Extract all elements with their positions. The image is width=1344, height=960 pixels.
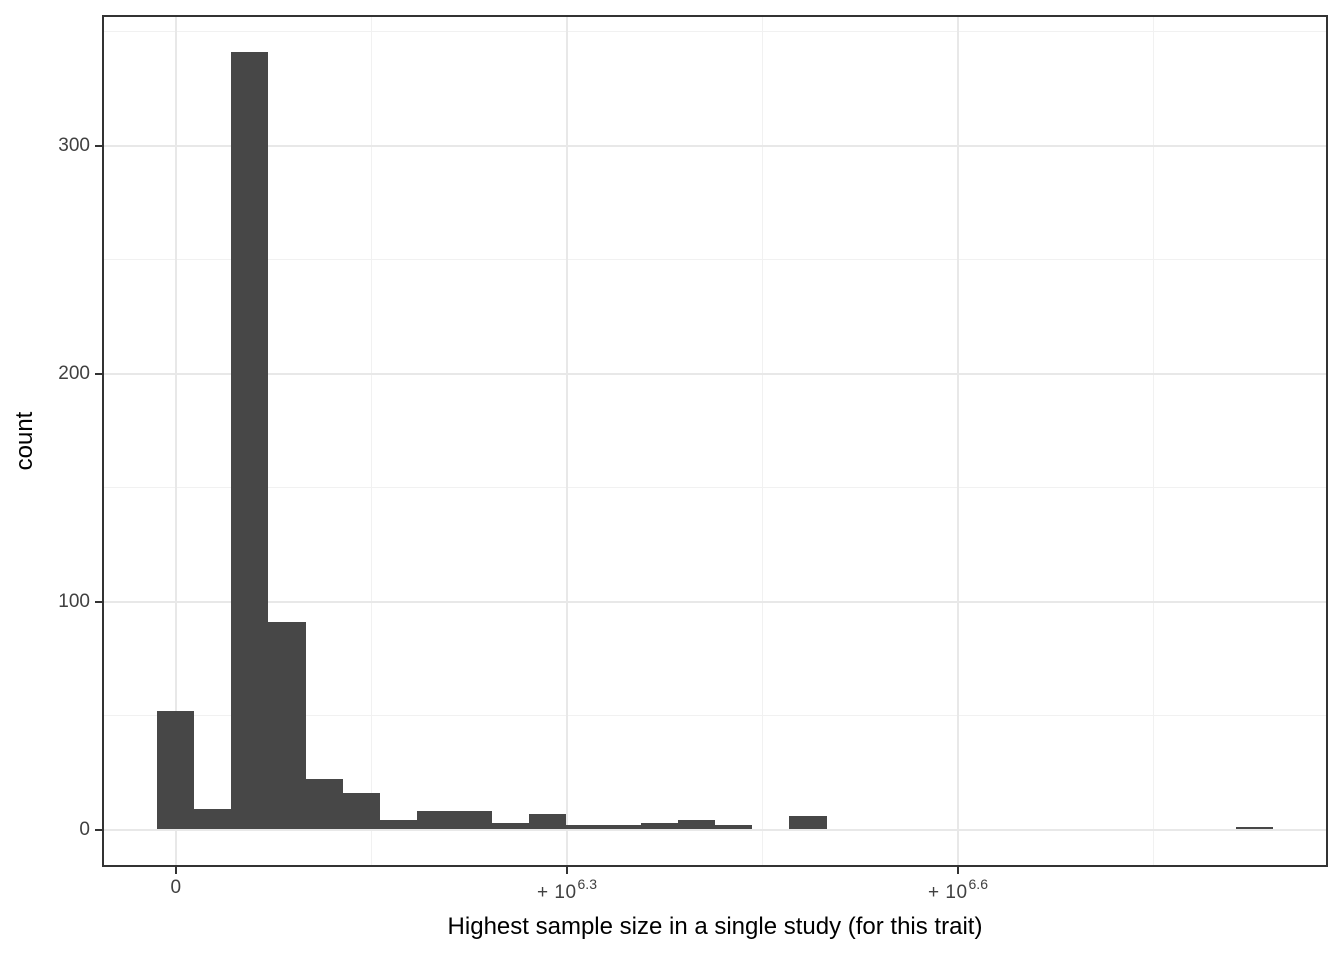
x-axis-title: Highest sample size in a single study (f… [447, 913, 983, 940]
histogram-bar [417, 811, 454, 830]
gridline-major-v [175, 15, 177, 867]
y-tick-mark [95, 144, 102, 147]
y-tick-mark [95, 600, 102, 603]
histogram-bar [268, 622, 306, 830]
histogram-bar [529, 813, 566, 830]
gridline-major-h [102, 828, 1328, 831]
histogram-bar [603, 824, 641, 830]
gridline-major-v [566, 15, 568, 867]
histogram-bar [678, 820, 715, 830]
histogram-bar [566, 824, 603, 830]
gridline-major-h [102, 600, 1328, 603]
histogram-bar [492, 822, 529, 830]
histogram-bar [231, 52, 268, 830]
gridline-minor-h [102, 715, 1328, 716]
y-tick-label: 100 [58, 590, 90, 612]
y-tick-label: 0 [79, 818, 90, 840]
x-tick-label: 0 [170, 877, 181, 899]
x-tick-base: 0 [170, 877, 182, 898]
gridline-major-v [957, 15, 959, 867]
histogram-bar [194, 808, 231, 830]
gridline-minor-v [371, 15, 372, 867]
histogram-bar [789, 815, 827, 830]
histogram-bar [641, 822, 678, 830]
gridline-major-h [102, 144, 1328, 147]
x-tick-mark [175, 865, 177, 874]
y-axis-title: count [11, 411, 38, 471]
histogram-bar [380, 820, 417, 830]
x-tick-exponent: 6.6 [968, 876, 988, 892]
y-tick-label: 200 [58, 362, 90, 384]
gridline-minor-v [1153, 15, 1154, 867]
histogram-bar [454, 811, 492, 830]
histogram-bar [343, 793, 380, 830]
y-tick-mark [95, 372, 102, 375]
gridline-major-h [102, 372, 1328, 375]
gridline-minor-h [102, 31, 1328, 32]
y-tick-label: 300 [58, 134, 90, 156]
x-tick-label: + 10 6.6 [928, 876, 988, 903]
x-tick-mark [957, 865, 959, 874]
plot-panel [102, 15, 1328, 867]
histogram-bar [1236, 827, 1273, 830]
x-tick-mark [566, 865, 568, 874]
histogram-bar [306, 779, 343, 830]
x-tick-exponent: 6.3 [577, 876, 597, 892]
x-tick-base: + 10 [928, 882, 968, 903]
gridline-minor-v [761, 15, 763, 867]
y-tick-mark [95, 828, 102, 831]
histogram-bar [715, 824, 752, 830]
histogram-bar [157, 710, 194, 830]
gridline-minor-h [102, 259, 1328, 260]
x-tick-base: + 10 [537, 882, 577, 903]
gridline-minor-h [102, 487, 1328, 488]
x-tick-label: + 10 6.3 [537, 876, 597, 903]
